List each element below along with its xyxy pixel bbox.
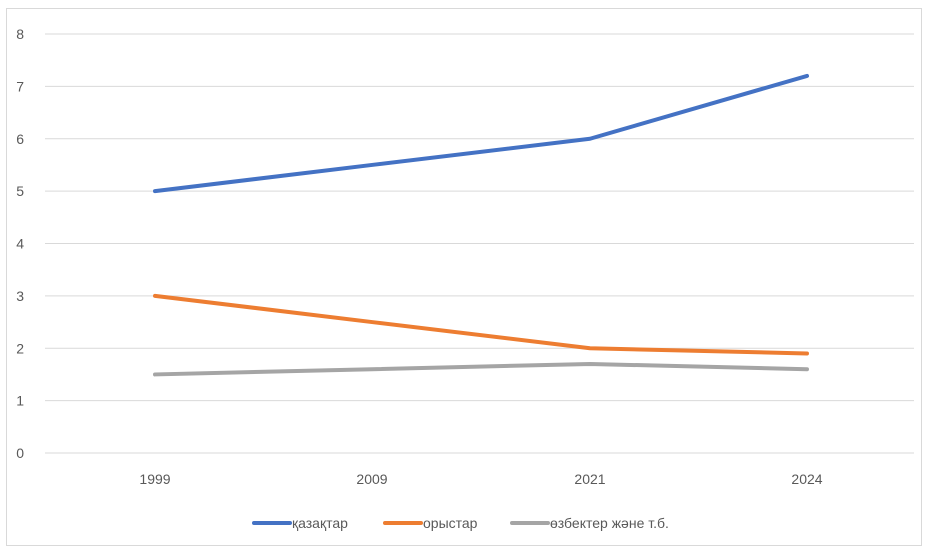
gridlines <box>45 33 914 454</box>
y-tick-label: 1 <box>16 393 24 409</box>
y-tick-label: 5 <box>16 183 24 199</box>
y-tick-label: 3 <box>16 288 24 304</box>
x-tick-label: 2009 <box>356 471 387 487</box>
y-axis-tick-labels: 0 1 2 3 4 5 6 7 8 <box>16 26 24 461</box>
series-lines <box>153 73 809 377</box>
x-axis-tick-labels: 1999 2009 2021 2024 <box>139 471 822 487</box>
legend-label-2: өзбектер және т.б. <box>550 515 669 531</box>
y-tick-label: 6 <box>16 131 24 147</box>
y-tick-label: 0 <box>16 445 24 461</box>
y-tick-label: 2 <box>16 340 24 356</box>
series-line-1 <box>153 293 809 356</box>
series-line-0 <box>153 73 809 194</box>
y-tick-label: 7 <box>16 78 24 94</box>
series-line-2 <box>153 361 809 377</box>
x-tick-label: 2024 <box>791 471 822 487</box>
chart-frame <box>6 8 922 546</box>
legend: қазақтар орыстар өзбектер және т.б. <box>252 515 669 531</box>
y-tick-label: 8 <box>16 26 24 42</box>
y-tick-label: 4 <box>16 236 24 252</box>
legend-label-1: орыстар <box>423 515 478 531</box>
x-tick-label: 2021 <box>574 471 605 487</box>
legend-label-0: қазақтар <box>292 515 348 531</box>
x-tick-label: 1999 <box>139 471 170 487</box>
